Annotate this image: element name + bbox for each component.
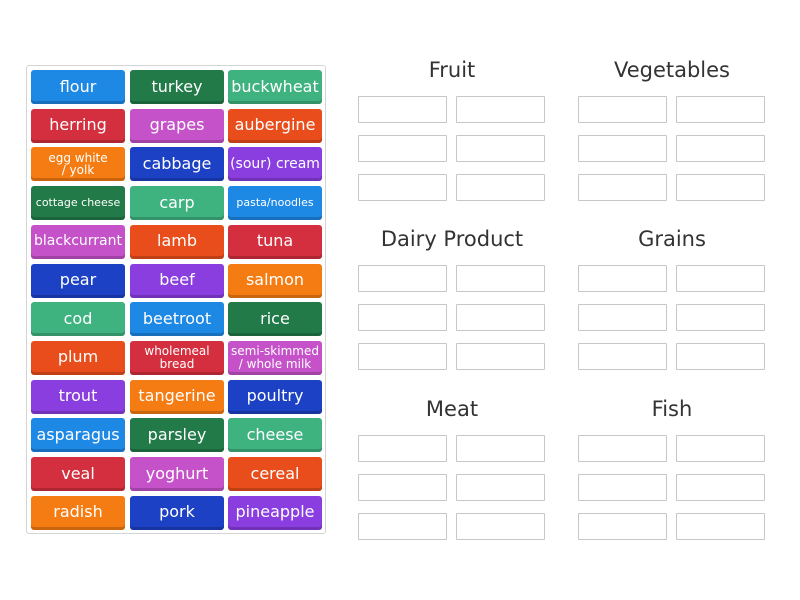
drop-slot[interactable] — [676, 96, 765, 123]
drop-slot[interactable] — [358, 474, 447, 501]
word-tile[interactable]: asparagus — [31, 418, 125, 453]
word-tile[interactable]: egg white / yolk — [31, 147, 125, 182]
word-tile[interactable]: plum — [31, 340, 125, 375]
word-tile[interactable]: grapes — [130, 108, 224, 143]
drop-slot[interactable] — [676, 265, 765, 292]
word-tile[interactable]: pear — [31, 263, 125, 298]
word-tile[interactable]: wholemeal bread — [130, 340, 224, 375]
word-tile[interactable]: (sour) cream — [228, 147, 322, 182]
drop-slot[interactable] — [456, 135, 545, 162]
drop-slot[interactable] — [456, 435, 545, 462]
word-tile[interactable]: aubergine — [228, 108, 322, 143]
word-tile[interactable]: lamb — [130, 224, 224, 259]
drop-slot[interactable] — [676, 135, 765, 162]
drop-slot[interactable] — [456, 474, 545, 501]
drop-slot[interactable] — [676, 174, 765, 201]
drop-slot[interactable] — [578, 435, 667, 462]
word-tile[interactable]: flour — [31, 70, 125, 104]
drop-slot[interactable] — [578, 96, 667, 123]
word-tile[interactable]: blackcurrant — [31, 224, 125, 259]
drop-slot[interactable] — [358, 435, 447, 462]
drop-slot[interactable] — [676, 513, 765, 540]
word-tile[interactable]: radish — [31, 495, 125, 530]
drop-slot[interactable] — [676, 474, 765, 501]
word-tile[interactable]: cheese — [228, 418, 322, 453]
drop-slot[interactable] — [358, 96, 447, 123]
word-tile[interactable]: tangerine — [130, 379, 224, 414]
drop-slot[interactable] — [578, 513, 667, 540]
drop-slot[interactable] — [358, 343, 447, 370]
group-title: Vegetables — [613, 58, 731, 82]
drop-slot[interactable] — [456, 174, 545, 201]
drop-slot[interactable] — [578, 474, 667, 501]
word-tile[interactable]: salmon — [228, 263, 322, 298]
drop-slot[interactable] — [358, 174, 447, 201]
word-tile[interactable]: cod — [31, 302, 125, 337]
drop-slot[interactable] — [578, 135, 667, 162]
drop-slot[interactable] — [578, 343, 667, 370]
word-tile[interactable]: cabbage — [130, 147, 224, 182]
word-tile[interactable]: poultry — [228, 379, 322, 414]
word-tile[interactable]: carp — [130, 186, 224, 221]
drop-slot[interactable] — [578, 265, 667, 292]
drop-slot[interactable] — [358, 513, 447, 540]
word-tile[interactable]: parsley — [130, 418, 224, 453]
drop-slot[interactable] — [676, 343, 765, 370]
drop-slot[interactable] — [358, 304, 447, 331]
word-tile[interactable]: semi-skimmed / whole milk — [228, 340, 322, 375]
word-tile[interactable]: turkey — [130, 70, 224, 104]
group-title: Fruit — [428, 58, 476, 82]
word-bank-panel — [26, 65, 326, 534]
word-tile[interactable]: pineapple — [228, 495, 322, 530]
word-tile[interactable]: yoghurt — [130, 457, 224, 491]
word-tile[interactable]: cereal — [228, 457, 322, 491]
drop-slot[interactable] — [676, 435, 765, 462]
word-tile[interactable]: trout — [31, 379, 125, 414]
drop-slot[interactable] — [456, 304, 545, 331]
drop-slot[interactable] — [358, 265, 447, 292]
group-title: Grains — [638, 227, 706, 251]
drop-slot[interactable] — [358, 135, 447, 162]
group-title: Dairy Product — [380, 227, 524, 251]
word-tile[interactable]: veal — [31, 457, 125, 491]
word-tile[interactable]: buckwheat — [228, 70, 322, 104]
drop-slot[interactable] — [456, 343, 545, 370]
drop-slot[interactable] — [578, 174, 667, 201]
group-title: Fish — [651, 397, 693, 421]
word-tile[interactable]: pasta/noodles — [228, 186, 322, 221]
word-tile[interactable]: tuna — [228, 224, 322, 259]
drop-slot[interactable] — [456, 96, 545, 123]
word-tile[interactable]: herring — [31, 108, 125, 143]
drop-slot[interactable] — [456, 265, 545, 292]
drop-slot[interactable] — [676, 304, 765, 331]
group-title: Meat — [425, 397, 479, 421]
word-tile[interactable]: beef — [130, 263, 224, 298]
drop-slot[interactable] — [578, 304, 667, 331]
word-tile[interactable]: beetroot — [130, 302, 224, 337]
drop-slot[interactable] — [456, 513, 545, 540]
word-tile[interactable]: cottage cheese — [31, 186, 125, 221]
word-tile[interactable]: pork — [130, 495, 224, 530]
word-tile[interactable]: rice — [228, 302, 322, 337]
